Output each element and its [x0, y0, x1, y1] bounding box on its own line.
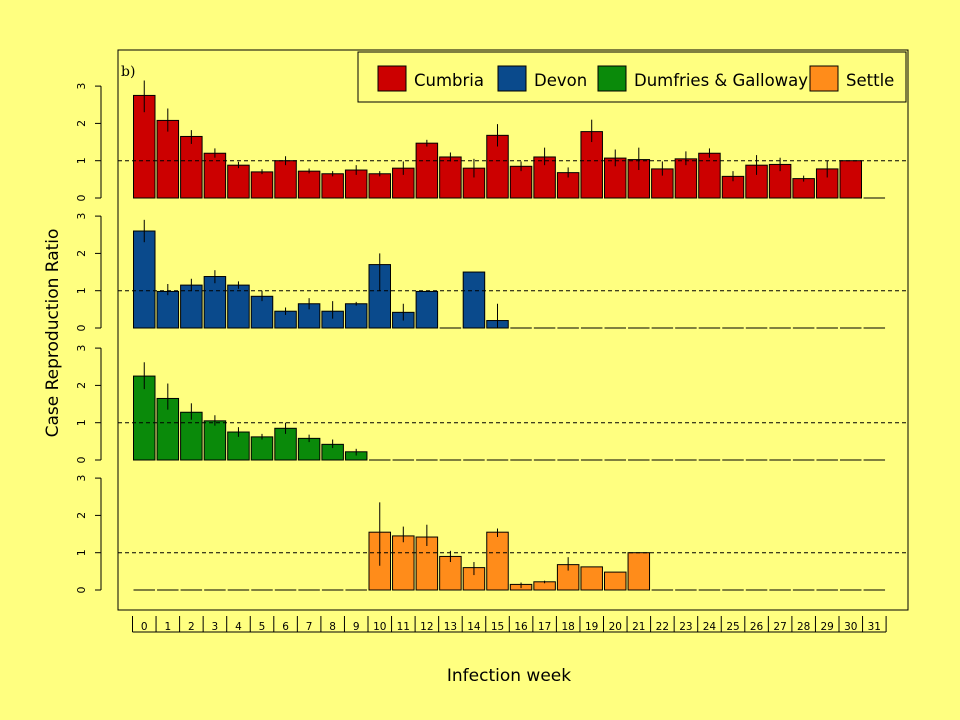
bar [156, 290, 180, 329]
x-tick-label: 15 [491, 621, 504, 633]
y-tick-label: 0 [75, 325, 88, 332]
bar [580, 566, 603, 591]
x-axis: 0 1 2 3 4 5 6 7 8 9 10 11 12 13 14 15 16 17 18 19 20 21 22 23 24… [132, 616, 887, 633]
x-tick-label: 24 [703, 621, 717, 633]
x-tick-label: 30 [844, 621, 857, 633]
x-tick-label: 7 [306, 621, 313, 633]
x-tick-label: 17 [538, 621, 551, 633]
y-tick-label: 3 [75, 213, 88, 220]
bar [698, 152, 721, 199]
bar [227, 284, 250, 329]
y-tick-label: 1 [75, 419, 88, 426]
x-tick-label: 11 [397, 621, 410, 633]
y-tick-label: 3 [75, 345, 88, 352]
bar [368, 173, 391, 199]
y-axis-label: Case Reproduction Ratio [43, 229, 63, 438]
panel-devon: 0 1 2 3 [75, 213, 908, 332]
x-tick-label: 20 [609, 621, 622, 633]
x-tick-label: 1 [164, 621, 171, 633]
bar [203, 420, 227, 461]
x-tick-label: 10 [373, 621, 386, 633]
bar [227, 164, 250, 199]
y-tick-label: 2 [75, 512, 88, 519]
y-tick-label: 1 [75, 549, 88, 556]
plot-frame [117, 49, 909, 611]
x-tick-label: 8 [329, 621, 336, 633]
x-tick-label: 18 [561, 621, 574, 633]
y-tick-label: 3 [75, 475, 88, 482]
panel-cumbria: 0 1 2 3 [75, 80, 908, 202]
x-tick-label: 28 [797, 621, 810, 633]
panel-dumfries-galloway: 0 1 2 3 [75, 345, 908, 464]
bar [133, 230, 156, 329]
legend-swatch [497, 65, 527, 92]
bar [604, 571, 627, 591]
bar [415, 290, 439, 329]
x-tick-label: 22 [656, 621, 669, 633]
bar [321, 173, 344, 199]
bar [344, 303, 368, 329]
x-tick-label: 6 [282, 621, 289, 633]
legend-swatch [597, 65, 627, 92]
y-tick-label: 2 [75, 120, 88, 127]
x-tick-label: 27 [773, 621, 786, 633]
legend-label: Settle [846, 71, 894, 90]
x-tick-label: 14 [467, 621, 481, 633]
bar [180, 284, 203, 329]
bar [156, 119, 180, 199]
x-tick-label: 31 [868, 621, 881, 633]
x-tick-label: 5 [259, 621, 266, 633]
x-tick-label: 25 [726, 621, 739, 633]
bar [439, 156, 462, 199]
x-tick-label: 12 [420, 621, 433, 633]
bar [627, 552, 651, 591]
bar [274, 160, 297, 199]
x-axis-label: Infection week [447, 666, 571, 686]
x-tick-label: 16 [514, 621, 528, 633]
y-tick-label: 1 [75, 287, 88, 294]
x-tick-label: 26 [750, 621, 764, 633]
y-tick-label: 2 [75, 382, 88, 389]
legend-label: Dumfries & Galloway [634, 71, 808, 90]
bar [203, 152, 227, 199]
panels: 0 1 2 3 0 1 2 3 0 1 2 3 0 1 2 3 [75, 80, 908, 594]
legend-swatch [377, 65, 407, 92]
y-tick-label: 0 [75, 457, 88, 464]
bar [250, 171, 274, 199]
bar [180, 135, 203, 199]
bar [392, 535, 415, 591]
x-tick-label: 21 [632, 621, 645, 633]
y-tick-label: 0 [75, 195, 88, 202]
x-tick-label: 13 [444, 621, 457, 633]
bar [250, 436, 274, 461]
bar [297, 170, 321, 199]
x-tick-label: 2 [188, 621, 195, 633]
panel-label: b) [121, 64, 135, 80]
bar [462, 271, 486, 329]
x-tick-label: 29 [821, 621, 834, 633]
x-tick-label: 3 [212, 621, 219, 633]
bar [486, 531, 509, 591]
bar [203, 276, 227, 329]
legend-swatch [809, 65, 839, 92]
y-tick-label: 2 [75, 250, 88, 257]
y-tick-label: 0 [75, 587, 88, 594]
x-tick-label: 23 [679, 621, 692, 633]
legend: Cumbria Devon Dumfries & Galloway Settle [357, 51, 907, 103]
x-tick-label: 19 [585, 621, 598, 633]
x-tick-label: 0 [141, 621, 148, 633]
legend-label: Devon [534, 71, 587, 90]
panel-settle: 0 1 2 3 [75, 475, 908, 594]
legend-label: Cumbria [414, 71, 484, 90]
bar [839, 160, 862, 199]
x-tick-label: 9 [353, 621, 360, 633]
bar [415, 142, 439, 199]
y-tick-label: 1 [75, 157, 88, 164]
y-tick-label: 3 [75, 83, 88, 90]
x-tick-label: 4 [235, 621, 242, 633]
